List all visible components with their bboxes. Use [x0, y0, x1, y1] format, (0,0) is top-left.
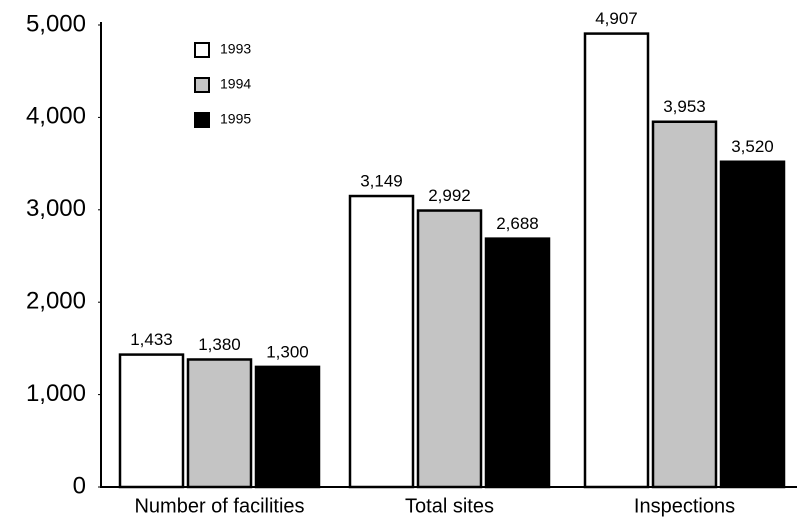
y-tick-label: 5,000 — [26, 10, 86, 37]
legend-label: 1994 — [220, 76, 251, 92]
y-tick-label: 2,000 — [26, 288, 86, 315]
legend-label: 1995 — [220, 111, 251, 127]
y-tick-label: 4,000 — [26, 103, 86, 130]
x-tick-label: Number of facilities — [134, 495, 304, 517]
legend-label: 1993 — [220, 41, 251, 57]
value-label: 4,907 — [595, 9, 638, 28]
y-tick-label: 3,000 — [26, 195, 86, 222]
y-tick-label: 1,000 — [26, 380, 86, 407]
bar — [583, 32, 650, 489]
legend-swatch — [194, 112, 210, 128]
value-label: 1,380 — [198, 335, 241, 354]
value-label: 1,300 — [266, 342, 309, 361]
value-label: 1,433 — [130, 330, 173, 349]
value-label: 2,992 — [428, 186, 471, 205]
value-label: 3,520 — [731, 137, 774, 156]
legend-swatch — [194, 77, 210, 93]
bar — [348, 194, 415, 489]
x-tick-label: Total sites — [405, 495, 494, 517]
bar — [719, 160, 786, 489]
bar — [416, 209, 483, 489]
legend-swatch — [194, 42, 210, 58]
y-tick-label: 0 — [73, 472, 86, 499]
value-label: 2,688 — [496, 214, 539, 233]
bar — [254, 365, 321, 489]
x-tick-label: Inspections — [634, 495, 735, 517]
bar — [186, 358, 253, 489]
bar — [118, 353, 185, 489]
value-label: 3,149 — [360, 172, 403, 191]
value-label: 3,953 — [663, 97, 706, 116]
bar — [484, 237, 551, 489]
bar — [651, 120, 718, 489]
